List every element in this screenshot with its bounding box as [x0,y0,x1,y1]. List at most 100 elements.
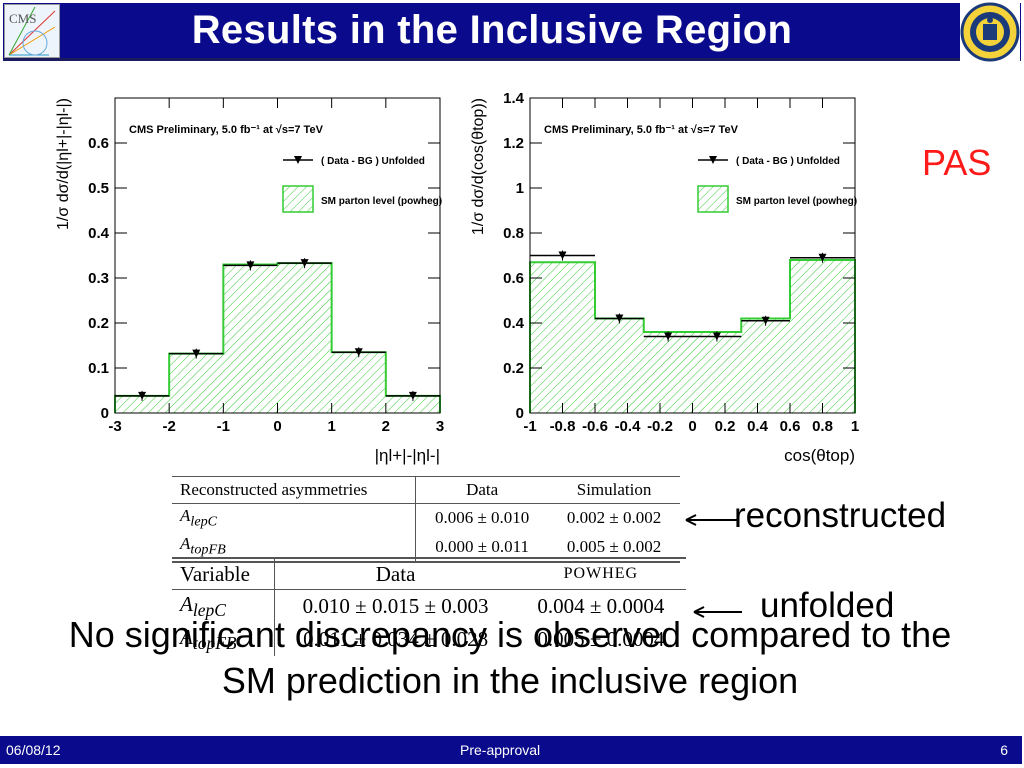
legend-data-marker [709,156,717,164]
reco-row-name: AlepC [172,503,417,533]
data-point [246,261,255,270]
chart-title: CMS Preliminary, 5.0 fb⁻¹ at √s=7 TeV [129,124,324,136]
legend-data-label: ( Data - BG ) Unfolded [736,156,840,167]
y-tick-label: 0.3 [88,270,109,287]
y-tick-label: 0.2 [88,315,109,332]
x-tick-label: 0.8 [812,418,833,435]
chart-svg: -1 -0.8 -0.6 -0.4 -0.2 0 0.2 0.4 0.6 0.8 1 0 0.2 0.4 0… [470,90,859,465]
reconstructed-asymmetry-table: Reconstructed asymmetries Data Simulatio… [172,476,680,563]
y-tick-label: 0.4 [88,225,110,242]
reconstructed-label: reconstructed [734,496,947,535]
unf-row-sim: 0.005 ± 0.0004 [537,627,665,652]
chart-svg: -3 -2 -1 0 1 2 3 0 0.1 0.2 0.3 0.4 0.5 0.6 |ηl+|-|ηl-|… [55,97,444,465]
x-tick-label: 0.2 [715,418,736,435]
y-tick-label: 0.6 [88,135,109,152]
university-seal-icon [960,2,1020,62]
y-tick-label: 1.4 [503,90,525,107]
y-axis-label: 1/σ dσ/d(cos(θtop)) [470,98,487,235]
data-point [558,251,567,260]
legend-sm-label: SM parton level (powheg) [736,196,857,207]
x-tick-label: -3 [108,418,121,435]
reco-row-data: 0.006 ± 0.010 [434,508,530,528]
unf-row-sim: 0.004 ± 0.0004 [537,594,665,619]
unf-header-sim: POWHEG [515,557,686,590]
data-point [408,391,417,400]
legend-sm-label: SM parton level (powheg) [321,196,442,207]
y-tick-label: 0.8 [503,225,524,242]
sm-area [115,263,440,413]
footer-date: 06/08/12 [6,742,61,758]
title-band [3,3,1021,61]
y-tick-label: 1 [516,180,524,197]
y-tick-label: 1.2 [503,135,524,152]
x-tick-label: 0.6 [780,418,801,435]
y-tick-label: 0.6 [503,270,524,287]
arrow-left-icon [693,606,742,618]
reco-header-data: Data [415,476,549,504]
x-axis-label: |ηl+|-|ηl-| [375,446,440,465]
x-tick-label: 0.4 [747,418,769,435]
x-tick-label: 0 [688,418,696,435]
reco-row-sim: 0.002 ± 0.002 [566,508,662,528]
legend-sm-swatch [697,185,729,213]
reco-header-name: Reconstructed asymmetries [172,476,417,504]
arrow-left-icon [685,514,738,526]
legend-data-label: ( Data - BG ) Unfolded [321,156,425,167]
data-point [664,332,673,341]
table-row: AlepC 0.010 ± 0.015 ± 0.003 0.004 ± 0.00… [172,589,686,624]
data-point [300,259,309,268]
chart-cos-theta-top: -1 -0.8 -0.6 -0.4 -0.2 0 0.2 0.4 0.6 0.8 1 0 0.2 0.4 0… [455,88,875,468]
unfolded-asymmetry-table: Variable Data POWHEG AlepC 0.010 ± 0.015… [172,557,686,657]
x-tick-label: -1 [217,418,230,435]
x-tick-label: -0.8 [550,418,576,435]
x-tick-label: -0.2 [647,418,673,435]
unf-row-data: 0.011 ± 0.034 ± 0.028 [303,627,489,652]
cms-logo-text: CMS [9,11,36,26]
data-point [818,253,827,262]
data-point [761,316,770,325]
unf-row-name: AtopFB [172,623,276,657]
y-tick-label: 0.1 [88,360,109,377]
y-tick-label: 0 [101,405,109,422]
footer-center: Pre-approval [460,742,541,758]
x-axis-label: cos(θtop) [784,446,855,465]
chart-eta-difference: -3 -2 -1 0 1 2 3 0 0.1 0.2 0.3 0.4 0.5 0.6 |ηl+|-|ηl-|… [40,88,460,468]
y-tick-label: 0.4 [503,315,525,332]
unf-row-name: AlepC [172,589,276,624]
unf-header-data: Data [274,557,516,590]
footer-bar: 06/08/12 Pre-approval 6 [0,736,1024,768]
x-tick-label: -0.6 [582,418,608,435]
table-row: AlepC 0.006 ± 0.010 0.002 ± 0.002 [172,503,680,533]
reco-header-sim: Simulation [548,476,680,504]
y-tick-label: 0 [516,405,524,422]
x-tick-label: 2 [382,418,390,435]
table-row: AtopFB 0.011 ± 0.034 ± 0.028 0.005 ± 0.0… [172,623,686,657]
conclusion-text: No significant discrepancy is observed c… [68,614,952,701]
x-tick-label: -0.4 [615,418,642,435]
title-bar: CMS Results in the Inclusive Region [0,0,1024,66]
data-point [712,332,721,341]
sm-histogram-line [529,259,856,413]
footer-page: 6 [1000,742,1008,758]
footer-band [0,736,1022,764]
page-title: Results in the Inclusive Region [191,8,793,52]
data-point [138,391,147,400]
x-tick-label: -1 [523,418,536,435]
pas-label: PAS [922,142,992,183]
x-tick-label: 3 [436,418,444,435]
y-tick-label: 0.5 [88,180,109,197]
legend-sm-swatch [282,185,314,213]
chart-title: CMS Preliminary, 5.0 fb⁻¹ at √s=7 TeV [544,124,739,136]
x-tick-label: 0 [273,418,281,435]
x-tick-label: 1 [851,418,859,435]
x-tick-label: 1 [327,418,335,435]
cms-logo: CMS [4,4,60,58]
data-point [615,314,624,323]
y-axis-label: 1/σ dσ/d(|ηl+|-|ηl-|) [55,98,72,230]
legend-data-marker [294,156,302,164]
unfolded-label: unfolded [760,586,895,625]
data-point [192,349,201,358]
unf-row-data: 0.010 ± 0.015 ± 0.003 [302,594,489,619]
unf-header-name: Variable [172,557,276,590]
y-tick-label: 0.2 [503,360,524,377]
